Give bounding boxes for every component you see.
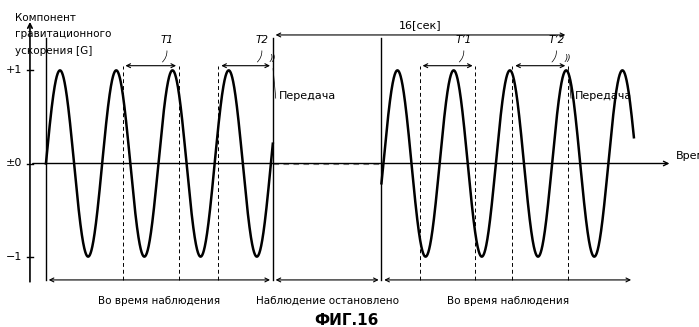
Text: −1: −1 <box>6 252 22 262</box>
Text: 16[сек]: 16[сек] <box>399 20 442 30</box>
Text: ускорения [G]: ускорения [G] <box>15 46 93 56</box>
Text: T1: T1 <box>160 35 173 45</box>
Text: T’1: T’1 <box>456 35 472 45</box>
Text: )): )) <box>270 54 276 63</box>
Text: T’2: T’2 <box>548 35 564 45</box>
Text: Во время наблюдения: Во время наблюдения <box>99 296 220 306</box>
Text: ±0: ±0 <box>6 159 22 168</box>
Text: )): )) <box>565 54 571 63</box>
Text: Время: Время <box>675 151 699 161</box>
Text: гравитационного: гравитационного <box>15 29 112 39</box>
Text: T2: T2 <box>255 35 268 45</box>
Text: Передача: Передача <box>575 92 632 101</box>
Text: ФИГ.16: ФИГ.16 <box>314 313 378 327</box>
Text: +1: +1 <box>6 65 22 75</box>
Text: Передача: Передача <box>279 92 336 101</box>
Text: Во время наблюдения: Во время наблюдения <box>447 296 569 306</box>
Text: Компонент: Компонент <box>15 13 76 23</box>
Text: Наблюдение остановлено: Наблюдение остановлено <box>256 296 398 306</box>
